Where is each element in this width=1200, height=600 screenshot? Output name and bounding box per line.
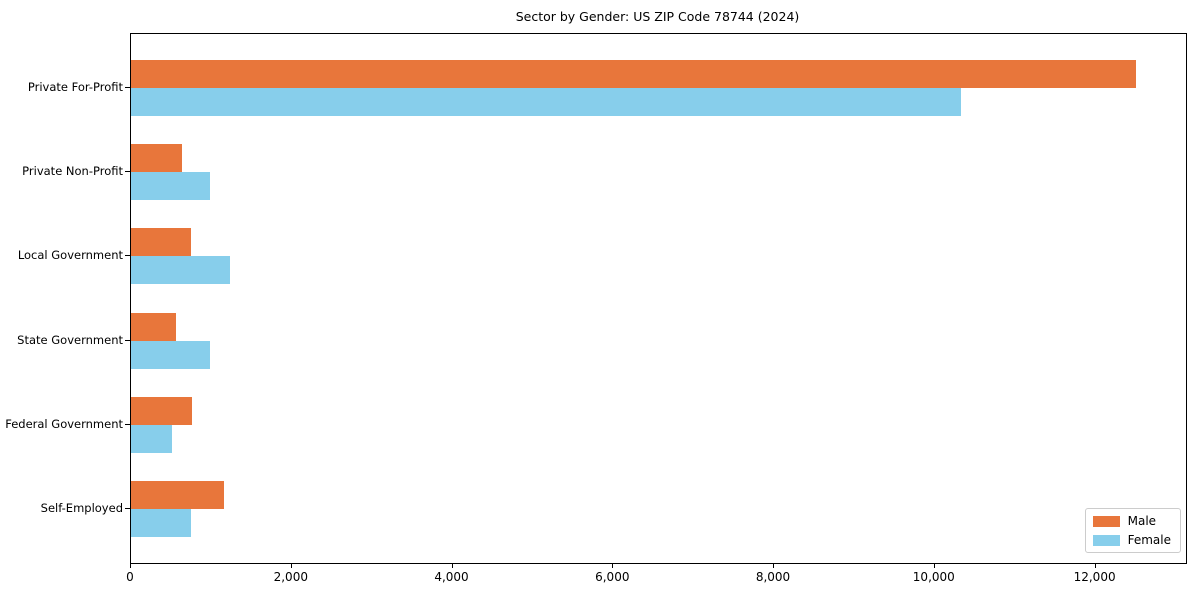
x-tick-mark	[773, 563, 774, 568]
y-tick-label-private-for-profit: Private For-Profit	[27, 80, 123, 95]
y-tick-label-self-employed: Self-Employed	[40, 500, 123, 515]
y-tick-mark	[125, 423, 130, 425]
x-tick-label-8000: 8,000	[755, 570, 791, 584]
x-tick-mark	[130, 563, 131, 568]
y-tick-mark	[125, 87, 130, 89]
x-tick-label-12000: 12,000	[1073, 570, 1116, 584]
x-tick-label-4000: 4,000	[434, 570, 469, 584]
x-tick-label-6000: 6,000	[595, 570, 630, 584]
bar-female-state-government	[131, 340, 210, 369]
bar-female-federal-government	[131, 424, 172, 453]
chart-title: Sector by Gender: US ZIP Code 78744 (202…	[515, 9, 800, 24]
bar-female-local-government	[131, 256, 230, 285]
legend-label-male: Male	[1127, 514, 1157, 528]
x-tick-mark	[612, 563, 614, 568]
bar-female-private-for-profit	[131, 88, 962, 117]
bar-male-federal-government	[131, 396, 193, 425]
y-tick-label-federal-government: Federal Government	[5, 416, 123, 431]
bar-male-self-employed	[131, 480, 225, 509]
y-tick-label-local-government: Local Government	[17, 248, 123, 263]
y-tick-mark	[125, 507, 130, 509]
bar-male-private-for-profit	[131, 60, 1136, 89]
x-tick-mark	[451, 563, 453, 568]
y-tick-label-state-government: State Government	[17, 332, 123, 347]
legend-item-female: Female	[1092, 533, 1171, 547]
y-tick-label-private-non-profit: Private Non-Profit	[22, 164, 123, 179]
y-tick-mark	[125, 171, 130, 173]
y-tick-mark	[125, 255, 130, 257]
x-tick-mark	[933, 563, 935, 568]
bar-female-self-employed	[131, 508, 192, 537]
x-tick-mark	[290, 563, 292, 568]
bar-male-local-government	[131, 228, 191, 257]
x-tick-label-10000: 10,000	[912, 570, 955, 584]
x-tick-label-0: 0	[126, 570, 134, 584]
bar-female-private-non-profit	[131, 172, 210, 201]
legend: Male Female	[1084, 508, 1181, 553]
plot-area	[130, 33, 1187, 564]
bar-male-state-government	[131, 312, 176, 341]
legend-label-female: Female	[1127, 533, 1171, 547]
x-tick-label-2000: 2,000	[273, 570, 308, 584]
legend-swatch-female	[1092, 534, 1120, 546]
legend-swatch-male	[1092, 515, 1120, 527]
y-tick-mark	[125, 339, 130, 341]
bar-male-private-non-profit	[131, 144, 183, 173]
legend-item-male: Male	[1092, 514, 1171, 528]
x-tick-mark	[1094, 563, 1096, 568]
